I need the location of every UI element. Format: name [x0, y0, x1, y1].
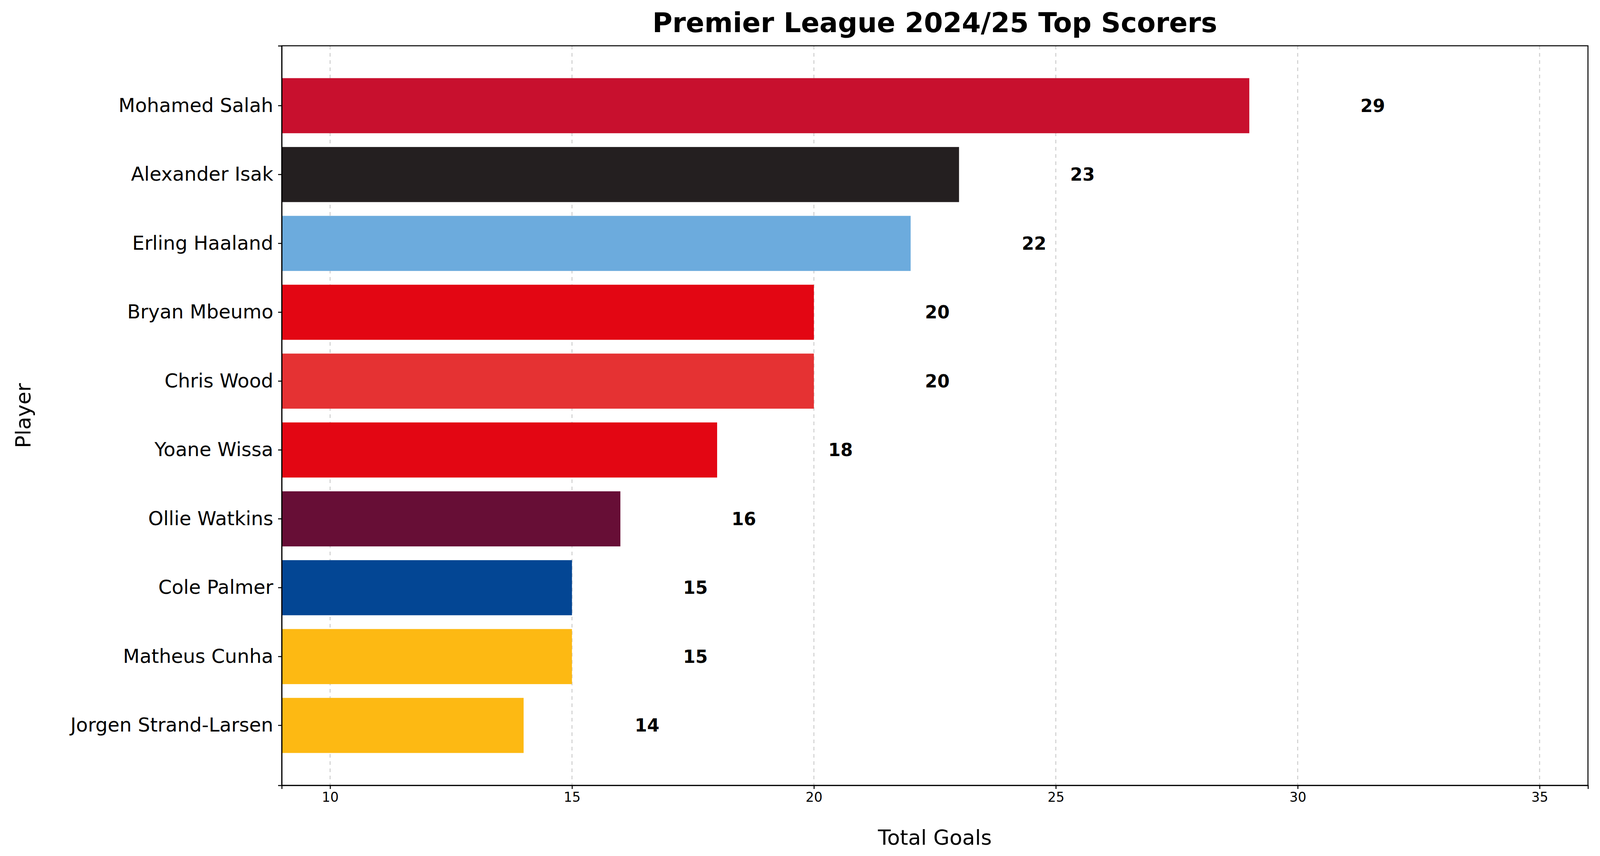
chart: 29 23 22 20 20 18 16 15 15 14 10 15 20 25 30 35 Mohamed …: [0, 0, 1600, 856]
x-tick: 20: [805, 784, 823, 805]
x-tick: 15: [563, 784, 581, 805]
x-tick-mark: [571, 784, 574, 789]
y-tick-mark: [278, 380, 282, 382]
bar: [281, 628, 572, 684]
data-label: 18: [828, 439, 853, 460]
y-tick-mark: [278, 655, 282, 657]
y-tick-label: Matheus Cunha: [123, 644, 274, 667]
y-tick-mark: [278, 105, 282, 107]
x-tick-mark: [1297, 784, 1299, 789]
y-axis-title: Player: [11, 382, 36, 448]
data-label: 16: [731, 508, 757, 529]
y-tick: Alexander Isak: [131, 162, 282, 186]
y-tick-label: Chris Wood: [164, 369, 274, 392]
x-tick-mark: [1055, 784, 1057, 789]
x-tick-label: 30: [1289, 788, 1307, 805]
data-label: 14: [634, 714, 660, 736]
bar: [281, 559, 572, 615]
plot: 29 23 22 20 20 18 16 15 15 14 10 15 20 25 30 35 Mohamed …: [0, 45, 1589, 805]
y-tick: Ollie Watkins: [148, 506, 282, 530]
x-tick: 25: [1047, 784, 1065, 805]
y-tick-mark: [278, 724, 282, 726]
y-axis: Mohamed Salah Alexander Isak Erling Haalan…: [69, 46, 282, 786]
x-tick-label: 10: [321, 788, 339, 805]
bar: [281, 422, 718, 478]
y-tick-label: Bryan Mbeumo: [127, 300, 274, 323]
bar: [281, 284, 814, 340]
grid-line: [1539, 45, 1541, 785]
y-tick: Erling Haaland: [132, 231, 282, 255]
y-tick-mark: [278, 242, 282, 244]
x-tick-label: 35: [1531, 788, 1549, 805]
y-tick: Cole Palmer: [158, 575, 282, 598]
y-tick-label: Erling Haaland: [132, 231, 274, 255]
x-tick-mark: [813, 784, 815, 789]
data-label: 15: [683, 646, 708, 667]
bar: [281, 146, 960, 202]
y-tick: Chris Wood: [164, 369, 282, 392]
x-tick: 10: [321, 784, 339, 805]
y-tick: Mohamed Salah: [118, 93, 282, 117]
y-tick-mark: [278, 518, 282, 520]
plot-frame: [281, 45, 1588, 785]
data-label: 22: [1021, 233, 1047, 254]
y-tick-label: Ollie Watkins: [148, 506, 274, 530]
y-tick-mark: [278, 449, 282, 451]
bars: [281, 78, 1250, 753]
y-tick-mark: [278, 587, 282, 589]
y-tick-label: Yoane Wissa: [154, 437, 274, 461]
x-tick-mark: [1539, 784, 1541, 789]
x-tick-label: 25: [1047, 788, 1065, 805]
bar: [281, 78, 1250, 134]
data-label: 20: [925, 370, 950, 392]
x-axis: 10 15 20 25 30 35: [282, 784, 1589, 805]
y-tick-mark: [278, 173, 282, 175]
y-tick-label: Cole Palmer: [158, 575, 274, 598]
x-tick: 35: [1531, 784, 1549, 805]
y-tick: Bryan Mbeumo: [127, 300, 282, 323]
y-tick-label: Alexander Isak: [131, 162, 274, 186]
grid-line: [1055, 45, 1057, 785]
title: Premier League 2024/25 Top Scorers: [652, 6, 1218, 39]
x-tick: 30: [1289, 784, 1307, 805]
data-label: 29: [1360, 95, 1385, 116]
x-tick-label: 20: [805, 788, 823, 805]
bar: [281, 353, 814, 409]
x-tick-label: 15: [563, 788, 581, 805]
grid-line: [1297, 45, 1299, 785]
x-tick-mark: [329, 784, 332, 789]
y-tick-label: Mohamed Salah: [118, 93, 274, 117]
data-label: 15: [683, 577, 708, 598]
y-tick: Yoane Wissa: [154, 437, 282, 461]
bar: [281, 215, 911, 271]
data-labels: 29 23 22 20 20 18 16 15 15 14: [634, 95, 1386, 736]
data-label: 23: [1070, 164, 1095, 185]
bar: [281, 697, 524, 753]
bar: [281, 491, 621, 547]
x-axis-line: [282, 785, 1589, 789]
x-axis-title: Total Goals: [877, 825, 993, 850]
y-tick: Matheus Cunha: [123, 644, 282, 667]
y-tick-label: Jorgen Strand-Larsen: [69, 713, 274, 736]
y-tick-mark: [278, 311, 282, 313]
data-label: 20: [925, 301, 950, 323]
y-tick: Jorgen Strand-Larsen: [69, 713, 282, 736]
